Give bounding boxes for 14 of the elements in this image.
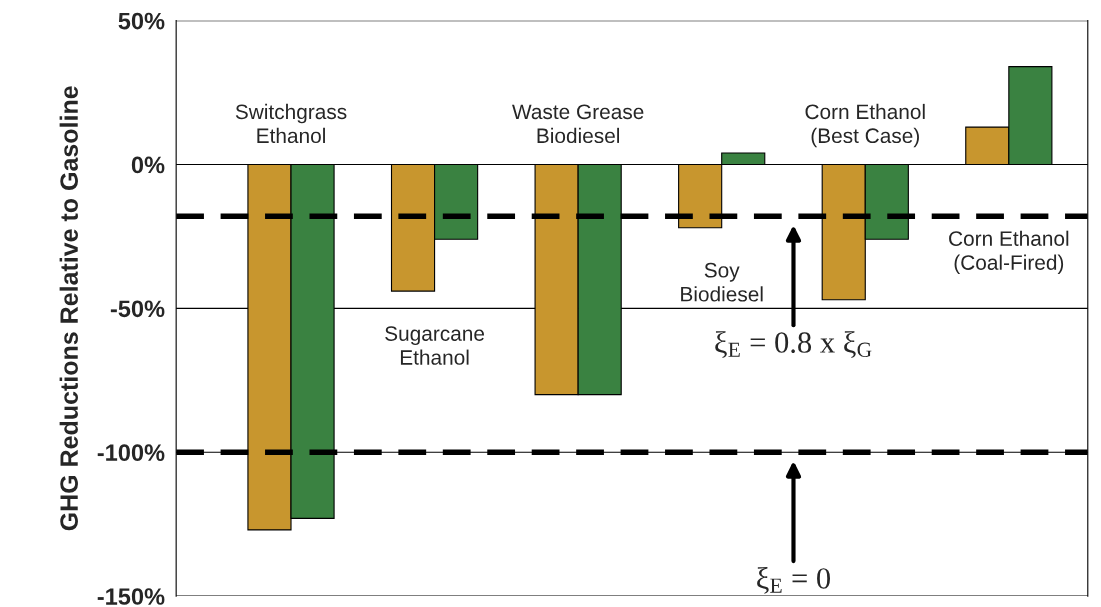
- x-tick-label: Soy Biodiesel: [681, 262, 763, 302]
- x-tick-label: Corn Ethanol (Coal-Fired): [949, 230, 1069, 275]
- y-tick-label: -50%: [110, 300, 165, 318]
- annotation: ξ$_{E}$ = 0: [757, 567, 830, 594]
- y-axis-title: GHG Reductions Relative to Gasoline: [59, 86, 78, 531]
- x-tick-label: Sugarcane Ethanol: [385, 326, 485, 365]
- annotation: ξ$_{E}$ = 0.8 x ξ$_{G}$: [715, 331, 872, 358]
- y-tick-label: -100%: [97, 444, 165, 461]
- y-tick-label: 0%: [131, 156, 165, 174]
- y-tick-label: 50%: [118, 12, 165, 30]
- x-tick-label: Switchgrass Ethanol: [235, 103, 347, 144]
- y-tick-label: -150%: [97, 588, 165, 605]
- x-tick-label: Corn Ethanol (Best Case): [805, 103, 925, 148]
- x-tick-label: Waste Grease Biodiesel: [512, 104, 644, 144]
